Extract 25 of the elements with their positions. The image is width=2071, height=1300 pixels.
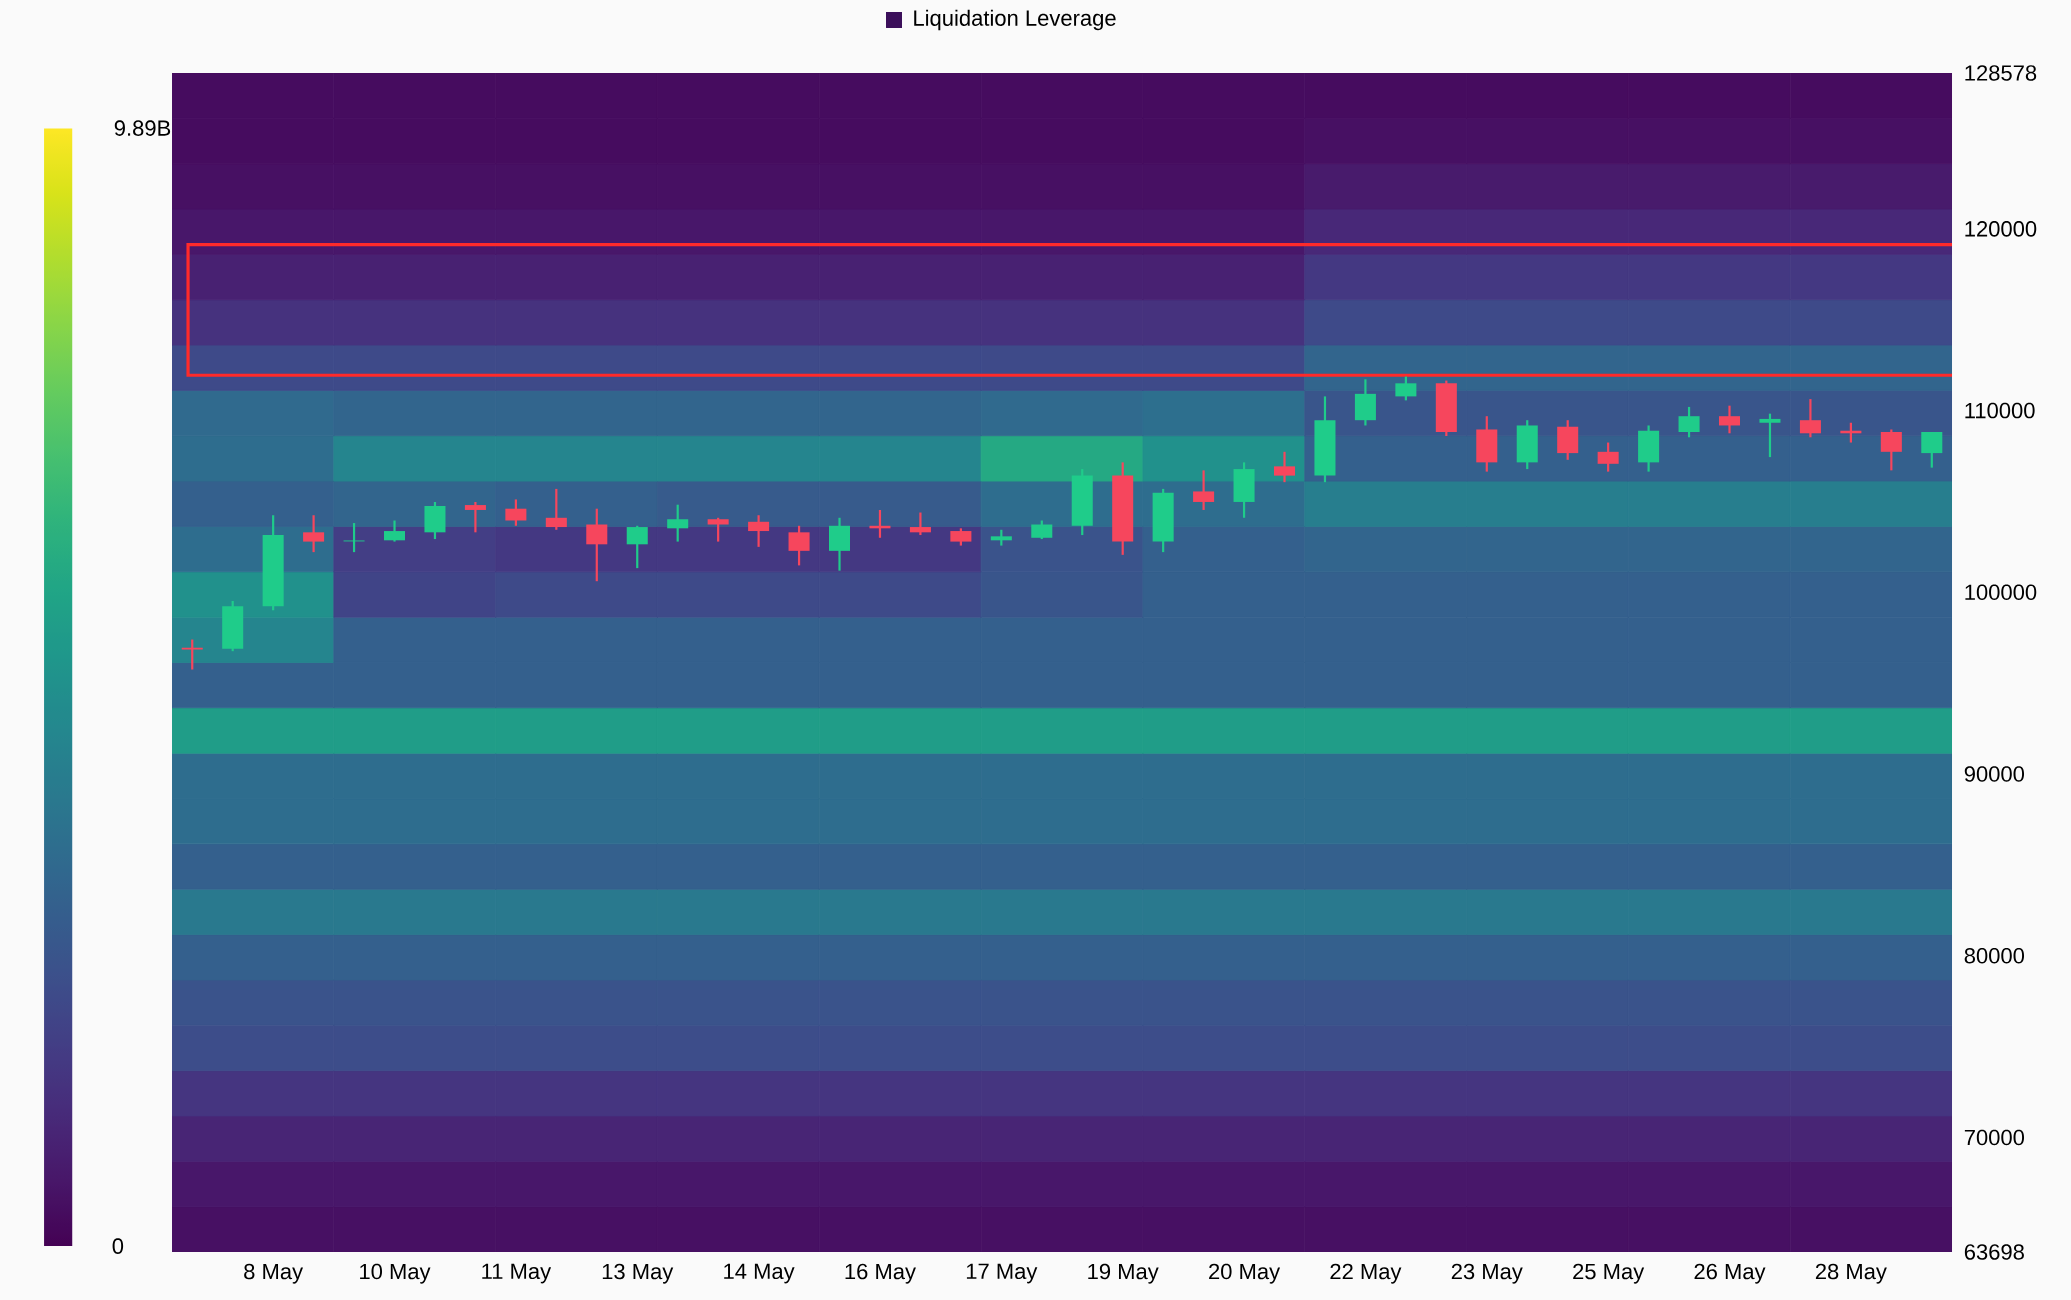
y-tick-label: 63698	[1964, 1244, 2024, 1260]
x-tick-label: 19 May	[1088, 1263, 1159, 1284]
y-tick-label: 128578	[1965, 65, 2037, 81]
x-tick-label: 11 May	[482, 1263, 552, 1284]
y-tick-label: 80000	[1964, 947, 2025, 964]
color-bar-label: 0	[112, 1238, 124, 1254]
y-tick-label: 70000	[1964, 1129, 2025, 1146]
y-tick-label: 110000	[1965, 402, 2035, 419]
y-tick-label: 100000	[1965, 584, 2037, 601]
x-tick-label: 20 May	[1209, 1263, 1281, 1284]
x-tick-label: 16 May	[845, 1263, 916, 1284]
x-tick-label: 17 May	[966, 1263, 1038, 1284]
x-tick-label: 10 May	[360, 1263, 431, 1284]
y-tick-label: 120000	[1965, 221, 2037, 237]
x-tick-label: 25 May	[1573, 1263, 1645, 1284]
x-tick-label: 28 May	[1815, 1263, 1887, 1284]
x-tick-label: 26 May	[1694, 1263, 1766, 1284]
x-tick-label: 22 May	[1330, 1263, 1402, 1284]
y-tick-label: 90000	[1964, 766, 2025, 782]
legend-title: Liquidation Leverage	[914, 9, 1116, 31]
x-tick-label: 14 May	[724, 1263, 795, 1284]
x-tick-label: 8 May	[244, 1263, 304, 1284]
x-tick-label: 13 May	[602, 1263, 674, 1284]
color-bar-label: 9.89B	[114, 120, 171, 136]
x-tick-label: 23 May	[1451, 1263, 1523, 1284]
